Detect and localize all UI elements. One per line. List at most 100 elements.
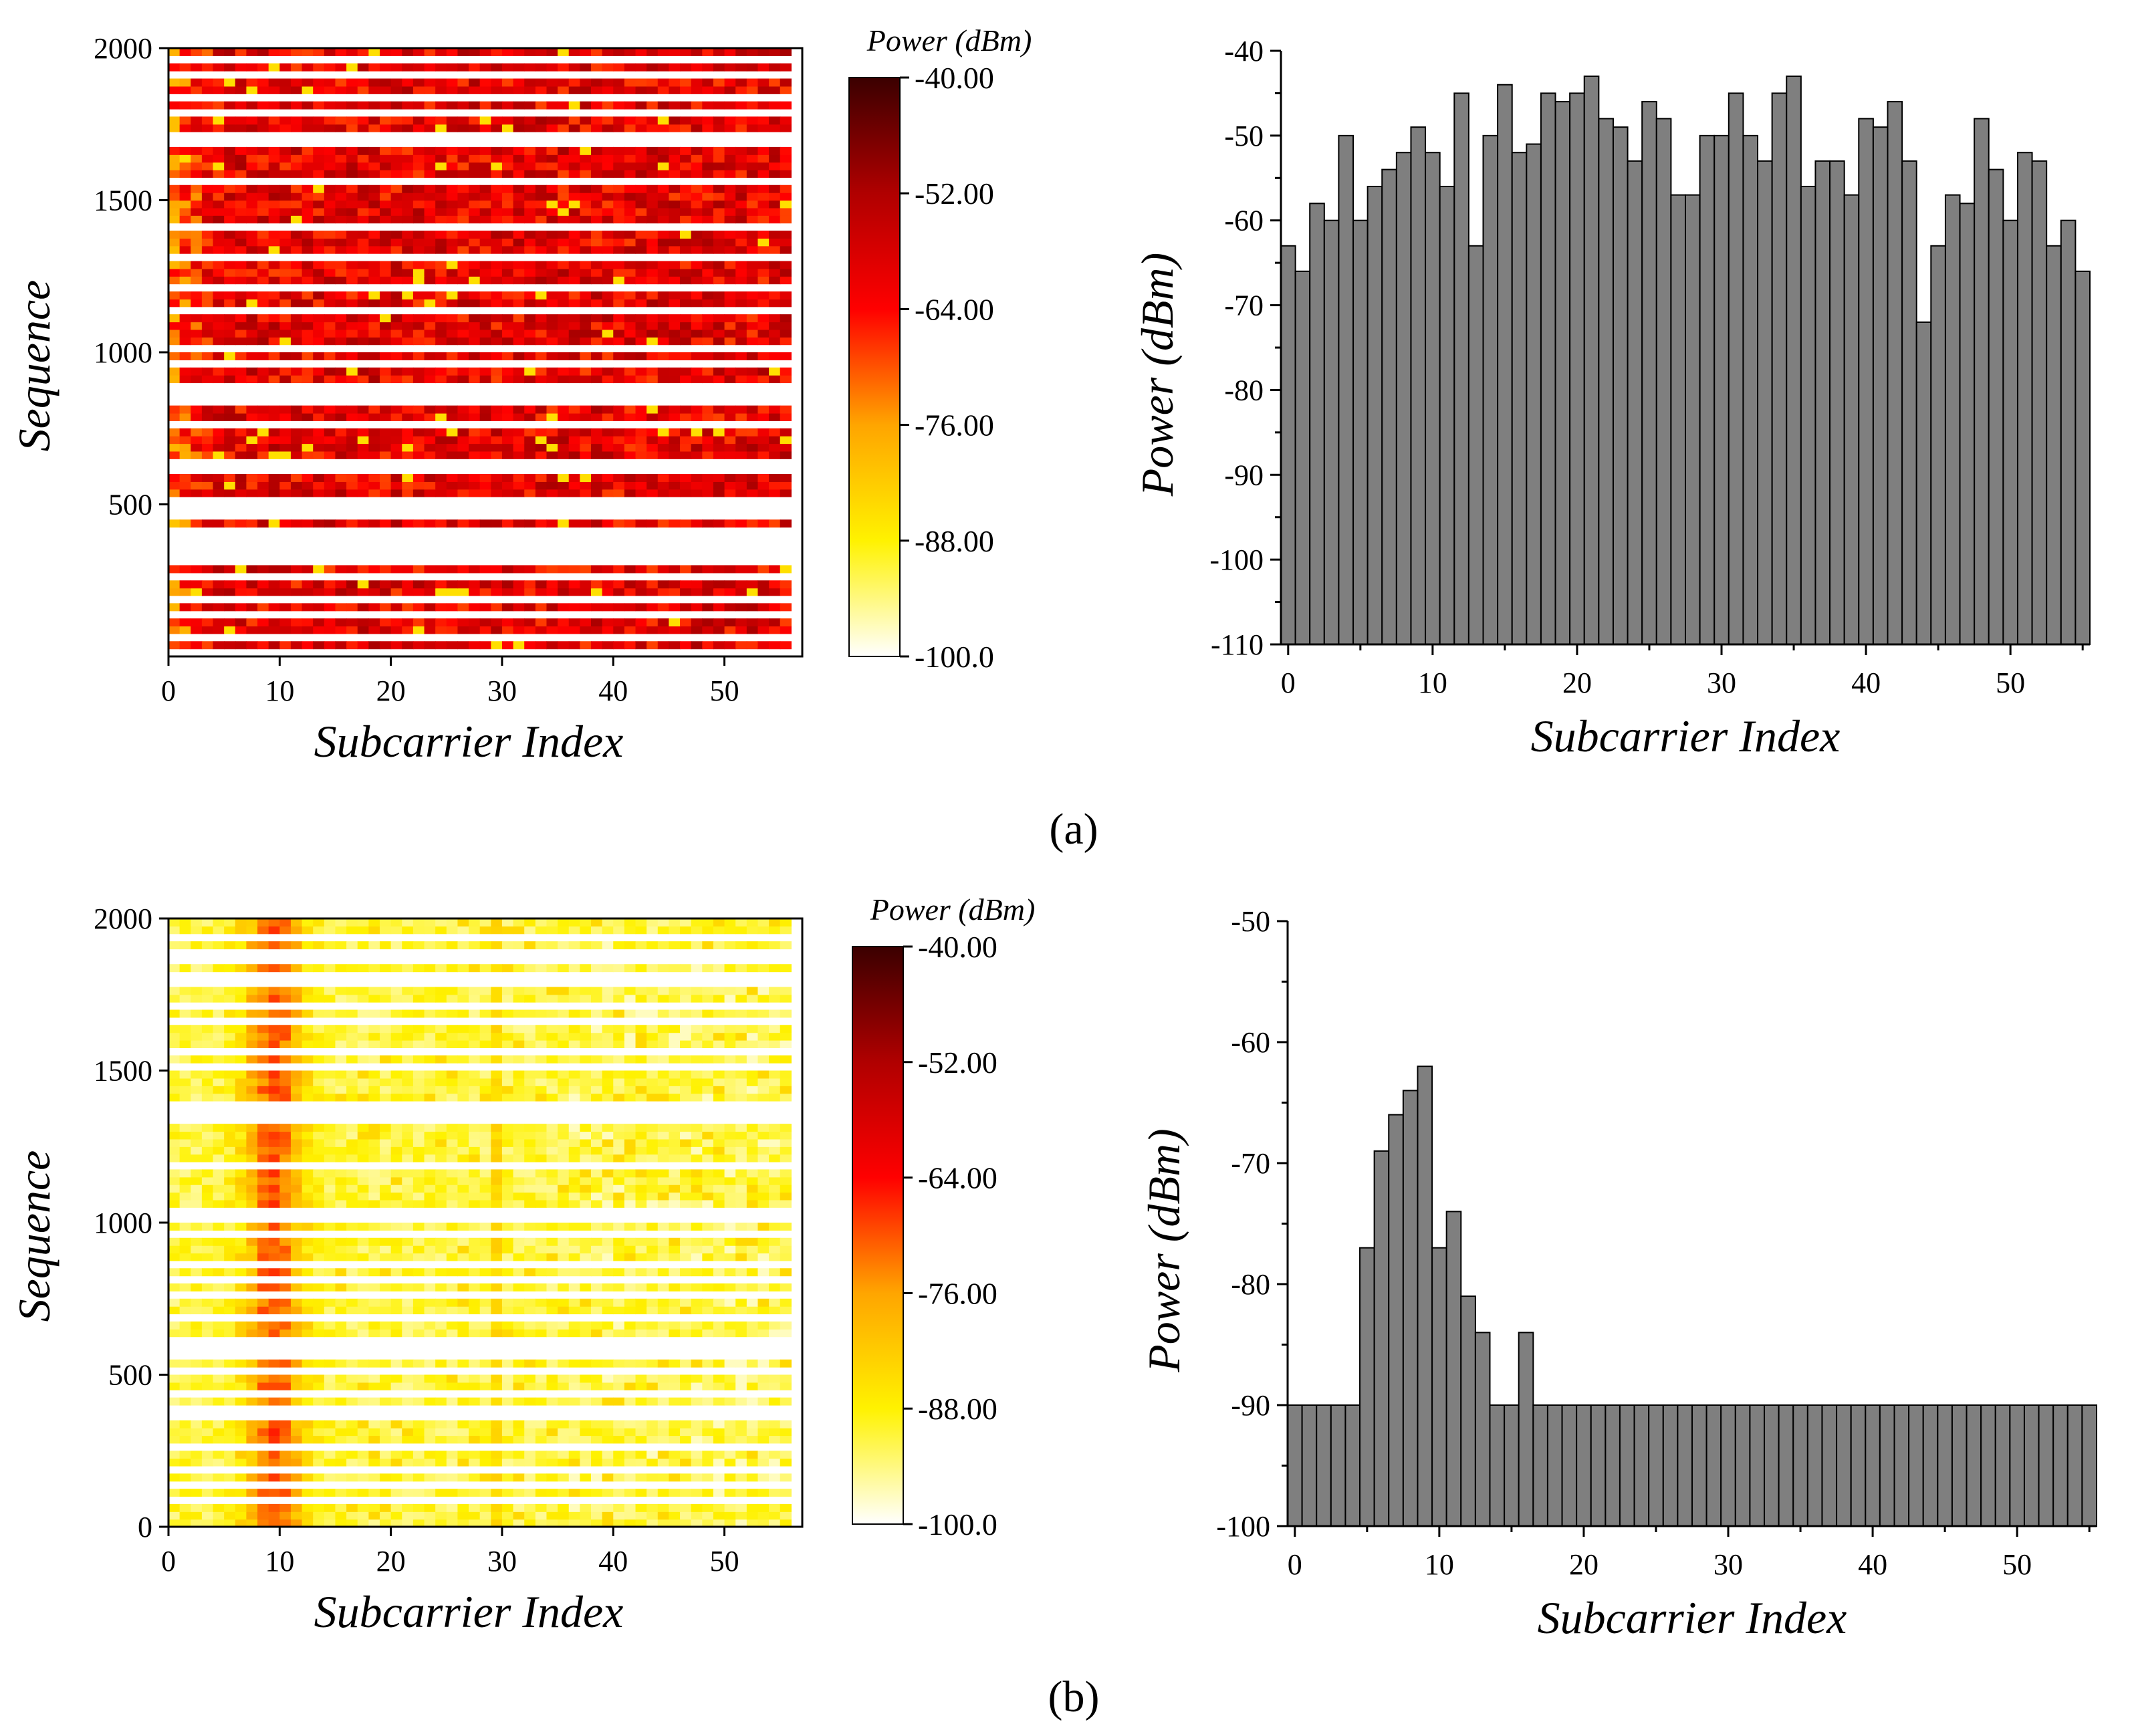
heatmap-cell	[680, 1169, 692, 1178]
heatmap-cell	[368, 299, 380, 307]
heatmap-cell	[268, 1185, 280, 1193]
heatmap-cell	[424, 1420, 436, 1429]
heatmap-cell	[213, 1382, 225, 1390]
heatmap-cell	[568, 154, 580, 163]
heatmap-cell	[713, 268, 725, 277]
heatmap-cell	[546, 481, 558, 490]
heatmap-cell	[412, 428, 425, 437]
heatmap-cell	[424, 170, 436, 178]
heatmap-cell	[724, 1374, 736, 1383]
heatmap-cell	[412, 1199, 425, 1208]
heatmap-cell	[646, 231, 659, 239]
heatmap-cell	[213, 207, 225, 216]
heatmap-cell	[412, 276, 425, 285]
heatmap-cell	[412, 367, 425, 376]
heatmap-cell	[624, 1268, 636, 1277]
heatmap-cell	[746, 428, 759, 437]
heatmap-cell	[635, 1298, 647, 1307]
bar	[1670, 194, 1686, 646]
heatmap-cell	[657, 1154, 670, 1162]
heatmap-cell	[346, 436, 358, 445]
heatmap-cell	[290, 101, 303, 110]
heatmap-cell	[179, 1397, 191, 1406]
heatmap-cell	[290, 519, 303, 528]
heatmap-cell	[591, 193, 603, 201]
heatmap-cell	[613, 124, 625, 132]
heatmap-cell	[257, 626, 269, 634]
heatmap-cell	[680, 48, 692, 56]
heatmap-cell	[757, 1458, 770, 1467]
heatmap-cell	[513, 1169, 525, 1178]
heatmap-cell	[457, 207, 469, 216]
heatmap-cell	[357, 86, 369, 94]
heatmap-cell	[501, 1131, 514, 1140]
heatmap-cell	[613, 436, 625, 445]
heatmap-cell	[680, 78, 692, 87]
heatmap-cell	[757, 1146, 770, 1155]
heatmap-cell	[602, 1124, 614, 1132]
heatmap-cell	[424, 1223, 436, 1231]
heatmap-cell	[602, 519, 614, 528]
heatmap-cell	[624, 291, 636, 299]
heatmap-cell	[302, 231, 314, 239]
heatmap-cell	[568, 1185, 580, 1193]
heatmap-cell	[213, 1199, 225, 1208]
heatmap-cell	[302, 618, 314, 627]
heatmap-cell	[568, 580, 580, 589]
heatmap-cell	[669, 352, 681, 360]
heatmap-cell	[580, 1078, 592, 1086]
heatmap-cell	[469, 1519, 481, 1527]
heatmap-cell	[424, 641, 436, 650]
heatmap-cell	[635, 184, 647, 193]
heatmap-cell	[257, 1473, 269, 1482]
heatmap-cell	[446, 207, 459, 216]
heatmap-cell	[246, 641, 258, 650]
heatmap-cell	[335, 1298, 347, 1307]
heatmap-cell	[558, 1397, 570, 1406]
heatmap-cell	[457, 1489, 469, 1497]
heatmap-cell	[390, 86, 402, 94]
heatmap-cell	[457, 1070, 469, 1079]
heatmap-cell	[402, 1237, 414, 1246]
heatmap-cell	[635, 1420, 647, 1429]
heatmap-cell	[435, 146, 447, 155]
heatmap-cell	[346, 1245, 358, 1254]
heatmap-cell	[724, 291, 736, 299]
heatmap-cell	[546, 231, 558, 239]
heatmap-cell	[380, 519, 392, 528]
heatmap-cell	[201, 268, 214, 277]
heatmap-cell	[735, 1237, 747, 1246]
heatmap-cell	[513, 146, 525, 155]
heatmap-cell	[713, 519, 725, 528]
x-tick-label: 50	[1996, 666, 2025, 699]
bar	[1742, 134, 1759, 646]
heatmap-cell	[780, 78, 792, 87]
heatmap-cell	[491, 1124, 503, 1132]
heatmap-cell	[257, 78, 269, 87]
heatmap-cell	[558, 1078, 570, 1086]
heatmap-cell	[357, 276, 369, 285]
heatmap-cell	[491, 162, 503, 170]
heatmap-cell	[179, 588, 191, 596]
heatmap-cell	[268, 162, 280, 170]
heatmap-cell	[191, 1086, 203, 1094]
heatmap-cell	[279, 1519, 291, 1527]
heatmap-cell	[368, 588, 380, 596]
heatmap-cell	[702, 86, 714, 94]
heatmap-cell	[669, 481, 681, 490]
heatmap-cell	[435, 116, 447, 125]
heatmap-cell	[469, 352, 481, 360]
heatmap-cell	[524, 1253, 536, 1261]
heatmap-cell	[524, 1237, 536, 1246]
heatmap-cell	[479, 261, 491, 269]
heatmap-cell	[746, 1237, 759, 1246]
heatmap-cell	[446, 1511, 459, 1520]
heatmap-cell	[491, 78, 503, 87]
heatmap-cell	[568, 1124, 580, 1132]
heatmap-cell	[235, 1078, 247, 1086]
heatmap-cell	[635, 405, 647, 414]
heatmap-cell	[290, 1185, 303, 1193]
heatmap-cell	[702, 1199, 714, 1208]
heatmap-cell	[613, 489, 625, 497]
heatmap-cell	[769, 1138, 781, 1147]
